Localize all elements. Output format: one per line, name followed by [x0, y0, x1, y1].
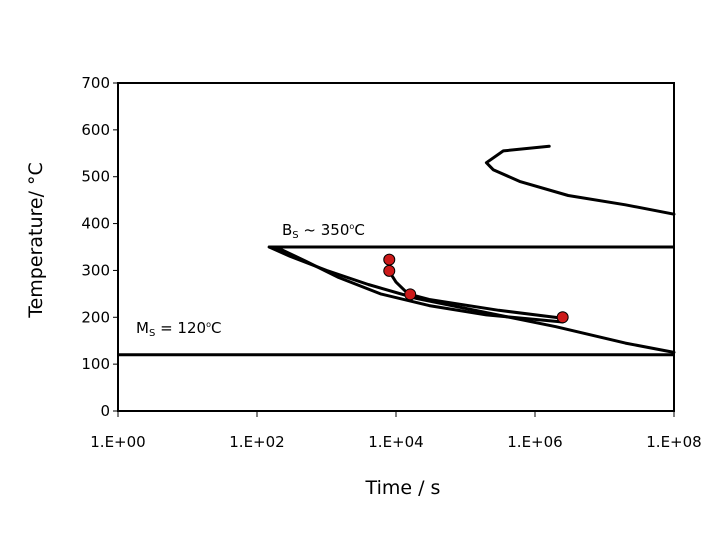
y-tick-label: 300 — [81, 261, 110, 279]
transformation-curve-1 — [267, 245, 676, 354]
y-tick-label: 100 — [81, 355, 110, 373]
y-axis-title: Temperature/ °C — [25, 162, 47, 319]
axes-group: 0 100 200 300 400 500 600 700 1.E+00 1.E+02 1.E+04… — [81, 74, 701, 451]
y-tick-label: 400 — [81, 215, 110, 233]
ms-annotation-sub: S — [149, 328, 155, 339]
x-tick-label: 1.E+04 — [368, 433, 423, 451]
y-tick-label: 500 — [81, 168, 110, 186]
ms-annotation-degree: o — [206, 320, 211, 329]
bs-annotation-value: ~ 350 — [299, 221, 350, 239]
x-tick-label: 1.E+08 — [646, 433, 701, 451]
ms-annotation-unit: C — [211, 319, 221, 337]
curves-group — [267, 144, 676, 354]
y-tick-label: 200 — [81, 308, 110, 326]
transformation-curve-2 — [267, 245, 565, 324]
transformation-curve-0 — [484, 144, 676, 216]
x-tick-label: 1.E+00 — [90, 433, 145, 451]
ms-annotation-value: = 120 — [155, 319, 206, 337]
bs-annotation-degree: o — [349, 222, 354, 231]
y-tick-label: 700 — [81, 74, 110, 92]
data-point-marker — [383, 253, 396, 266]
bs-annotation-unit: C — [354, 221, 364, 239]
bs-annotation: BS ~ 350oC — [282, 221, 365, 241]
x-tick-label: 1.E+06 — [507, 433, 562, 451]
data-point-marker — [404, 288, 417, 301]
markers-group — [383, 253, 569, 324]
y-tick-label: 600 — [81, 121, 110, 139]
data-point-marker — [383, 264, 396, 277]
bs-annotation-main: B — [282, 221, 292, 239]
ms-annotation-main: M — [136, 319, 149, 337]
y-tick-label: 0 — [100, 402, 110, 420]
reference-lines-group — [118, 245, 674, 357]
bs-annotation-sub: S — [292, 230, 298, 241]
x-axis-title: Time / s — [365, 477, 441, 499]
data-point-marker — [556, 311, 569, 324]
x-tick-label: 1.E+02 — [229, 433, 284, 451]
ms-annotation: MS = 120oC — [136, 319, 221, 339]
